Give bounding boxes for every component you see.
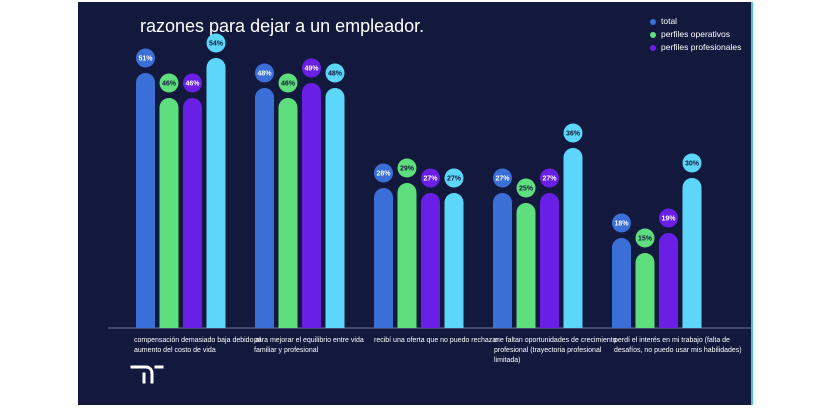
value-badge-1-1 — [278, 73, 298, 93]
value-label-0-1: 46% — [162, 81, 177, 88]
legend-label-operativos: perfiles operativos — [661, 29, 730, 39]
slide-edge — [751, 2, 753, 405]
bar-2-2 — [421, 193, 440, 328]
value-label-0-2: 46% — [185, 81, 200, 88]
bar-1-1 — [278, 98, 298, 329]
bar-4-2 — [659, 233, 678, 328]
bar-1-3 — [325, 88, 345, 328]
bar-2-0 — [374, 188, 393, 328]
category-label-3: me faltan oportunidades de crecimiento p… — [494, 337, 617, 364]
value-label-1-3: 48% — [328, 71, 343, 78]
value-label-4-0: 18% — [614, 221, 629, 228]
value-badge-1-2 — [302, 58, 321, 78]
value-label-4-3: 30% — [685, 161, 700, 168]
value-label-2-3: 27% — [447, 176, 462, 183]
bar-3-2 — [540, 193, 559, 328]
bar-3-3 — [563, 148, 583, 328]
category-label-2: recibí una oferta que no puedo rechazar — [374, 337, 499, 344]
category-label-0: compensación demasiado baja debido al au… — [134, 337, 261, 354]
value-badge-3-1 — [516, 178, 536, 198]
value-badge-4-2 — [659, 208, 678, 228]
bar-1-2 — [302, 83, 321, 328]
legend-label-total: total — [661, 16, 678, 26]
bar-2-1 — [397, 183, 417, 328]
bar-4-1 — [635, 253, 655, 328]
legend-item-profesionales: perfiles profesionales — [650, 42, 751, 53]
value-label-0-0: 51% — [138, 56, 153, 63]
legend-item-total: total — [650, 16, 751, 27]
value-badge-2-3 — [444, 168, 464, 188]
legend-item-operativos: perfiles operativos — [650, 29, 751, 40]
value-badge-0-0 — [136, 48, 155, 68]
value-badge-1-3 — [325, 63, 345, 83]
value-label-3-3: 36% — [566, 131, 581, 138]
legend: total perfiles operativos perfiles profe… — [650, 16, 751, 55]
chart-title: razones para dejar a un empleador. — [140, 16, 425, 36]
value-badge-2-0 — [374, 163, 393, 183]
value-label-1-2: 49% — [304, 66, 319, 73]
value-label-2-0: 28% — [376, 171, 391, 178]
legend-swatch-operativos — [650, 32, 656, 38]
legend-swatch-profesionales — [650, 45, 656, 51]
value-badge-0-1 — [159, 73, 179, 93]
value-badge-2-2 — [421, 168, 440, 188]
bar-0-1 — [159, 98, 179, 329]
value-label-4-2: 19% — [661, 216, 676, 223]
bar-3-1 — [516, 203, 536, 328]
randstad-logo-icon — [130, 365, 164, 384]
value-badge-4-1 — [635, 228, 655, 248]
bar-0-0 — [136, 73, 155, 328]
legend-label-profesionales: perfiles profesionales — [661, 42, 742, 52]
bar-0-2 — [183, 98, 202, 329]
bar-0-3 — [206, 58, 226, 328]
value-label-3-0: 27% — [495, 176, 510, 183]
value-label-2-1: 29% — [400, 166, 415, 173]
value-label-2-2: 27% — [423, 176, 438, 183]
legend-swatch-total — [650, 19, 656, 25]
value-badge-0-3 — [206, 33, 226, 53]
value-label-4-1: 15% — [638, 236, 653, 243]
value-label-3-1: 25% — [519, 186, 534, 193]
bar-chart: 51% 46% 46% 54% 48% 46% 49% 48% 28% 29% 27% 27% 27% 2… — [108, 33, 751, 329]
category-label-1: para mejorar el equilibrio entre vida fa… — [254, 337, 364, 354]
bar-3-0 — [493, 193, 512, 328]
value-badge-3-0 — [493, 168, 512, 188]
bar-1-0 — [255, 88, 274, 328]
category-label-4: perdí el interés en mi trabajo (falta de… — [614, 337, 742, 354]
bar-4-3 — [682, 178, 702, 328]
value-badge-1-0 — [255, 63, 274, 83]
value-label-1-1: 46% — [281, 81, 296, 88]
value-badge-0-2 — [183, 73, 202, 93]
value-badge-2-1 — [397, 158, 417, 178]
value-label-0-3: 54% — [209, 41, 224, 48]
value-badge-4-0 — [612, 213, 631, 233]
value-badge-3-3 — [563, 123, 583, 143]
value-label-3-2: 27% — [542, 176, 557, 183]
value-badge-3-2 — [540, 168, 559, 188]
slide-background: razones para dejar a un empleador. total… — [78, 2, 751, 405]
bar-4-0 — [612, 238, 631, 328]
value-label-1-0: 48% — [257, 71, 272, 78]
bar-2-3 — [444, 193, 464, 328]
value-badge-4-3 — [682, 153, 702, 173]
